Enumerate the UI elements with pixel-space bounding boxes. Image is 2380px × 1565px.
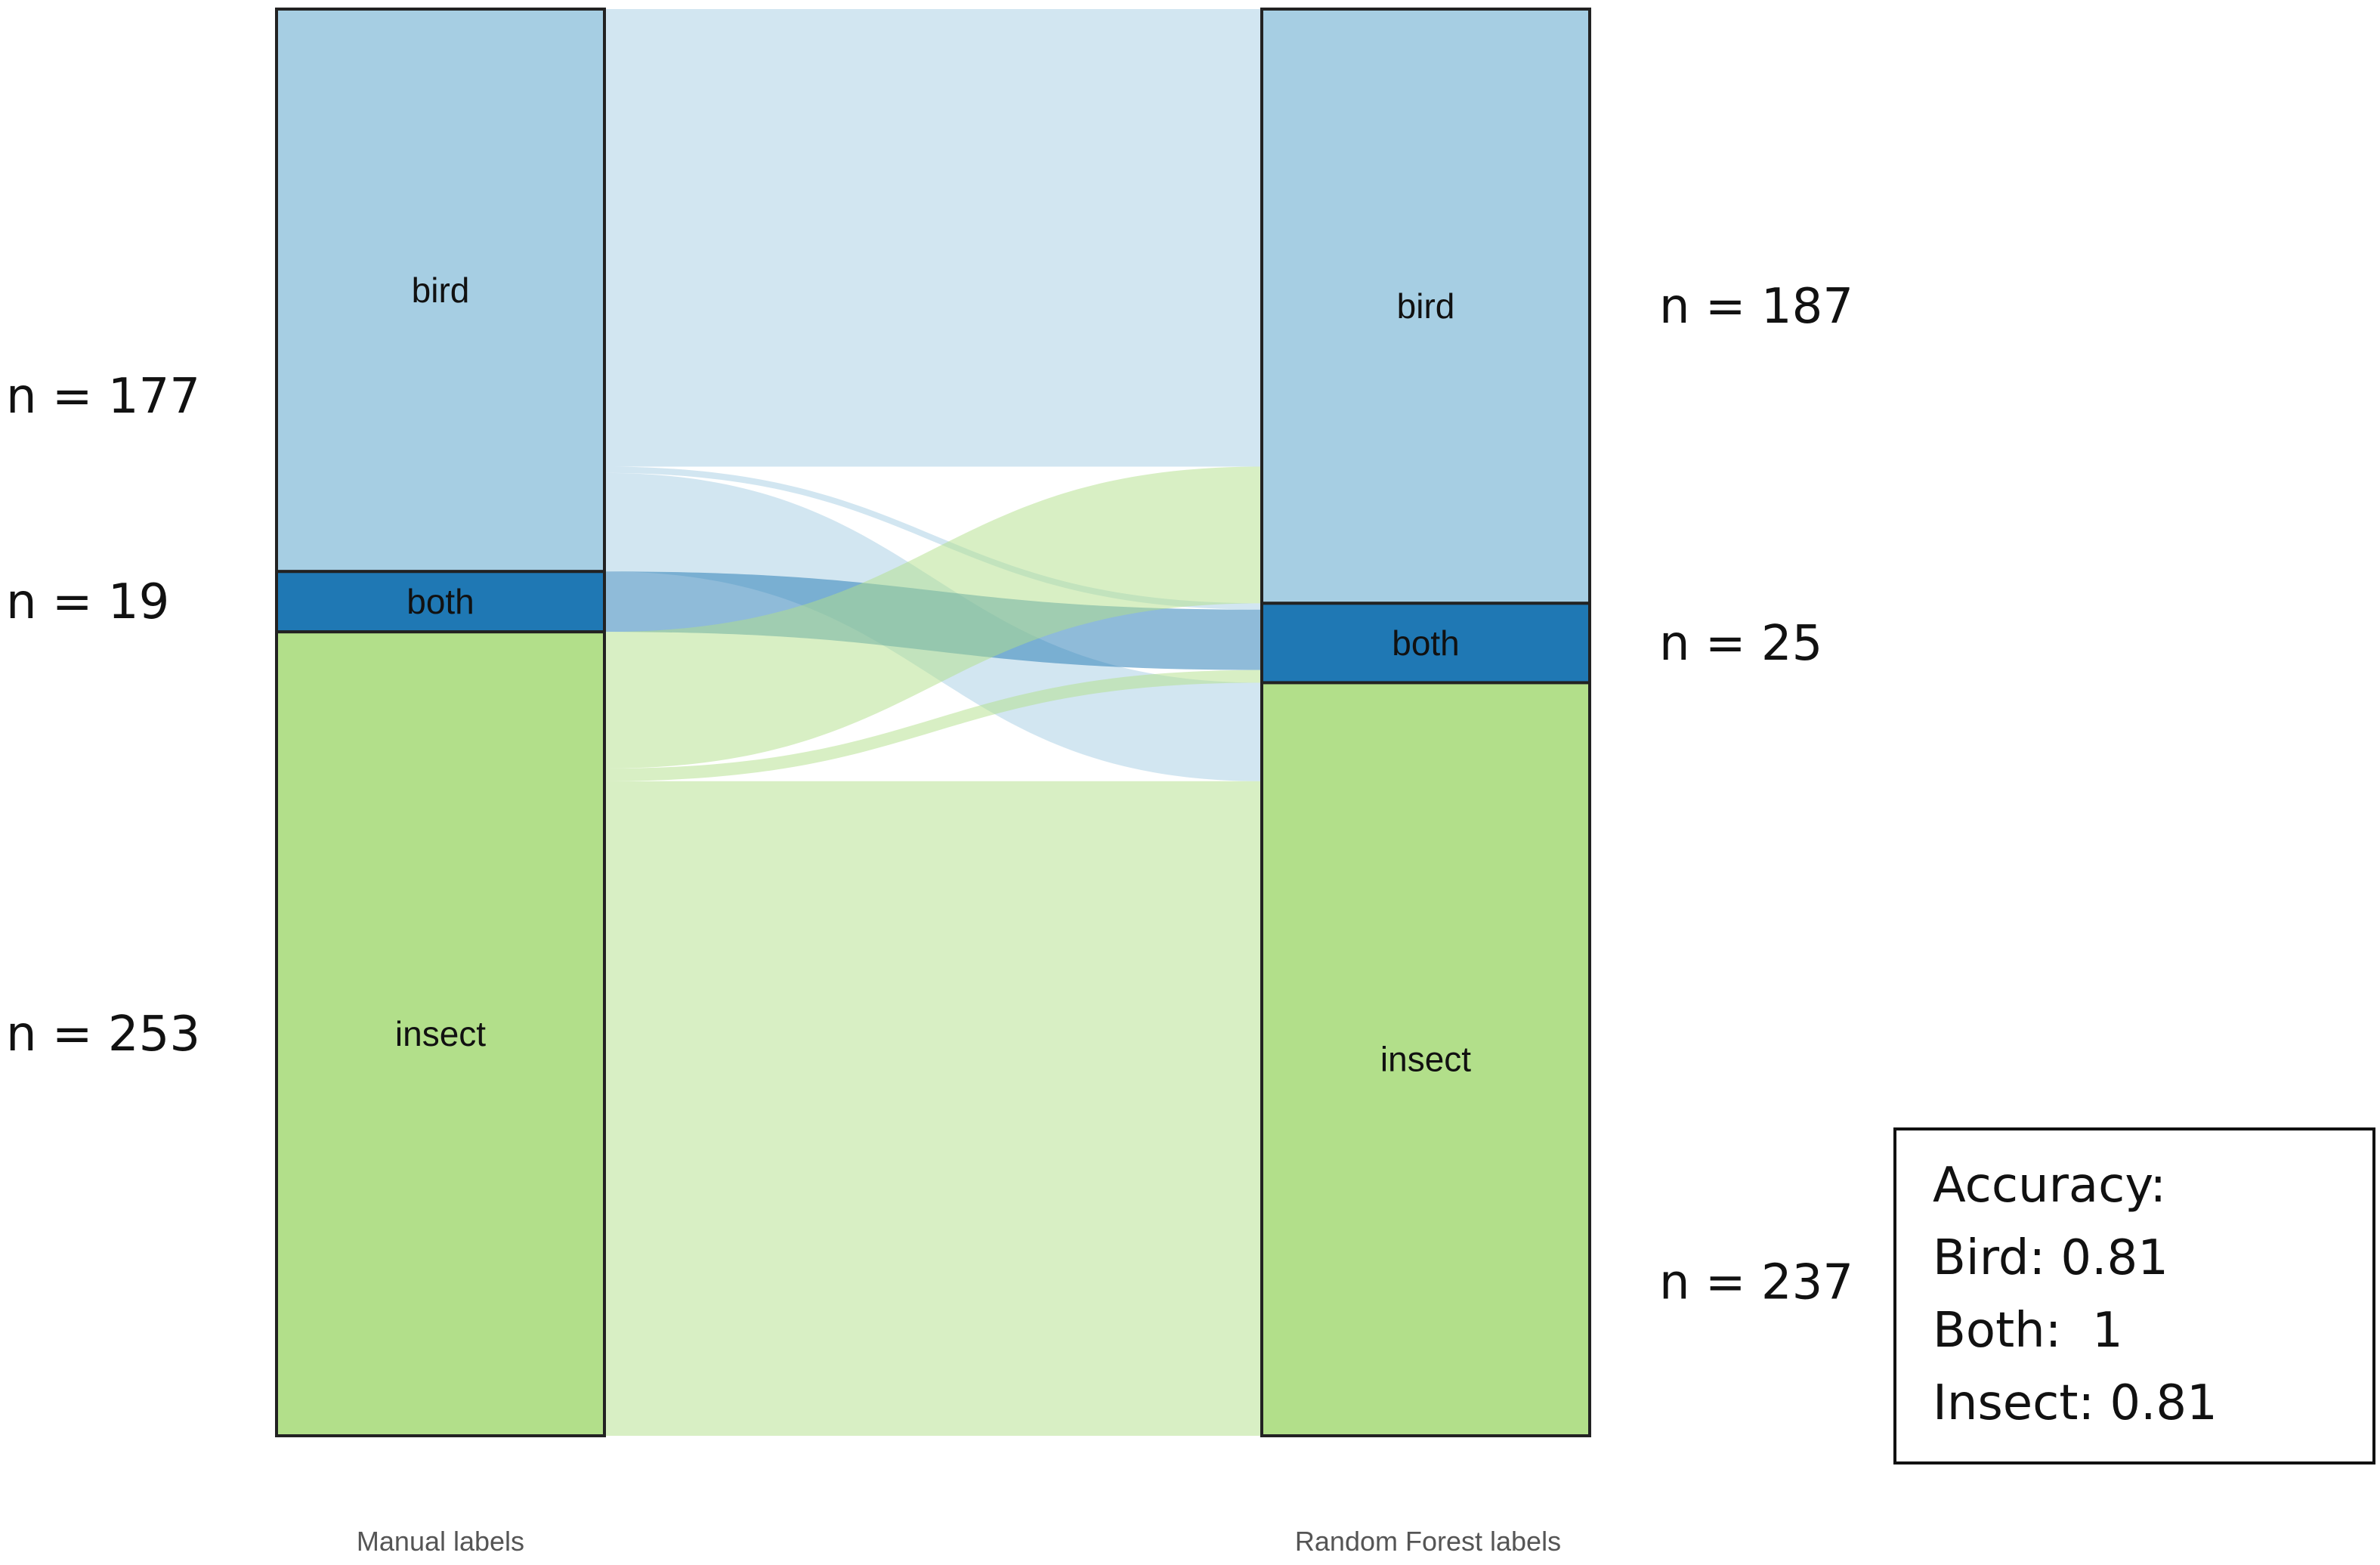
flow-bird-to-bird bbox=[604, 9, 1262, 467]
accuracy-box: Accuracy: Bird: 0.81 Both: 1 Insect: 0.8… bbox=[1893, 1127, 2375, 1464]
right-node-both bbox=[1260, 602, 1591, 685]
right-node-insect bbox=[1260, 681, 1591, 1437]
left-count-bird: n = 177 bbox=[6, 369, 200, 425]
left-node-both bbox=[275, 570, 606, 634]
left-node-label-insect: insect bbox=[395, 1014, 486, 1053]
left-count-both: n = 19 bbox=[6, 574, 169, 630]
left-node-label-both: both bbox=[406, 582, 474, 621]
right-node-label-insect: insect bbox=[1380, 1040, 1471, 1079]
left-node-bird bbox=[275, 8, 606, 574]
right-count-insect: n = 237 bbox=[1659, 1255, 1853, 1311]
right-count-both: n = 25 bbox=[1659, 616, 1822, 672]
accuracy-both: Both: 1 bbox=[1933, 1303, 2123, 1359]
axis-label-manual: Manual labels bbox=[357, 1526, 524, 1557]
flow-insect-to-bird bbox=[604, 466, 1262, 769]
right-node-label-bird: bird bbox=[1397, 286, 1455, 326]
flow-bird-to-both bbox=[604, 466, 1262, 610]
accuracy-heading: Accuracy: bbox=[1933, 1158, 2166, 1214]
count-label-layer: n = 177 n = 19 n = 253 n = 187 n = 25 n = 237 bbox=[6, 279, 1853, 1311]
left-node-insect bbox=[275, 630, 606, 1437]
flow-insect-to-insect bbox=[604, 781, 1262, 1436]
right-node-label-both: both bbox=[1392, 623, 1460, 663]
right-count-bird: n = 187 bbox=[1659, 279, 1853, 335]
flow-layer bbox=[604, 9, 1262, 1436]
right-node-bird bbox=[1260, 8, 1591, 605]
accuracy-box-border bbox=[1893, 1127, 2375, 1464]
left-node-label-bird: bird bbox=[412, 271, 470, 310]
flow-insect-to-both bbox=[604, 670, 1262, 781]
accuracy-bird: Bird: 0.81 bbox=[1933, 1230, 2168, 1286]
node-layer: bird both insect bird both insect bbox=[275, 8, 1591, 1437]
axis-label-random-forest: Random Forest labels bbox=[1295, 1526, 1561, 1557]
accuracy-insect: Insect: 0.81 bbox=[1933, 1375, 2218, 1431]
left-count-insect: n = 253 bbox=[6, 1007, 200, 1062]
